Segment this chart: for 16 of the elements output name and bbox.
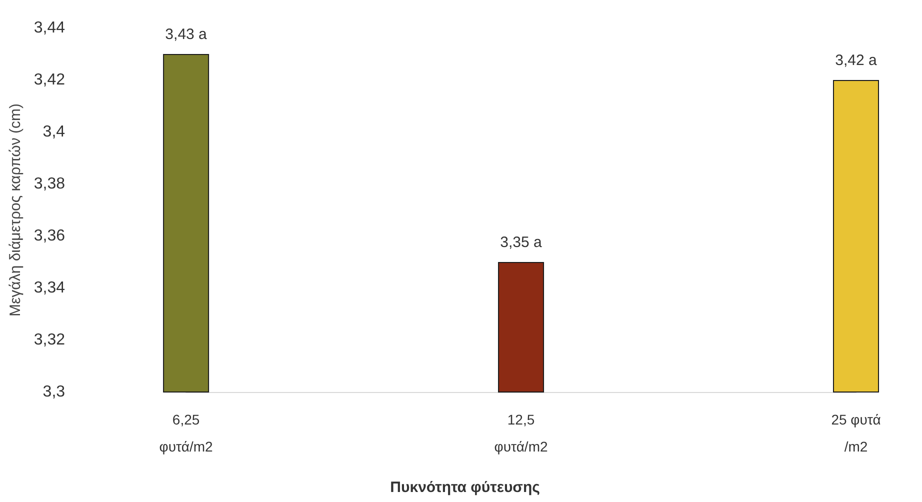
x-tick-label: 6,25 φυτά/m2: [159, 412, 214, 454]
y-tick-label: 3,44: [34, 20, 66, 36]
y-tick-label: 3,38: [34, 176, 66, 192]
y-axis-title: Μεγάλη διάμετρος καρπών (cm): [7, 103, 24, 317]
data-label: 3,35 a: [500, 234, 543, 251]
data-label: 3,42 a: [835, 52, 878, 69]
x-tick-label: 25 φυτά /m2: [831, 412, 881, 454]
y-tick-label: 3,4: [42, 124, 66, 140]
y-tick-label: 3,32: [34, 332, 66, 348]
y-tick-label: 3,3: [42, 384, 66, 400]
x-axis-title: Πυκνότητα φύτευσης: [390, 479, 540, 496]
y-tick-label: 3,42: [34, 72, 66, 88]
x-tick-label: 12,5 φυτά/m2: [494, 412, 548, 454]
y-tick-label: 3,36: [34, 228, 66, 244]
y-tick-label: 3,34: [34, 280, 66, 296]
data-label: 3,43 a: [165, 26, 208, 43]
